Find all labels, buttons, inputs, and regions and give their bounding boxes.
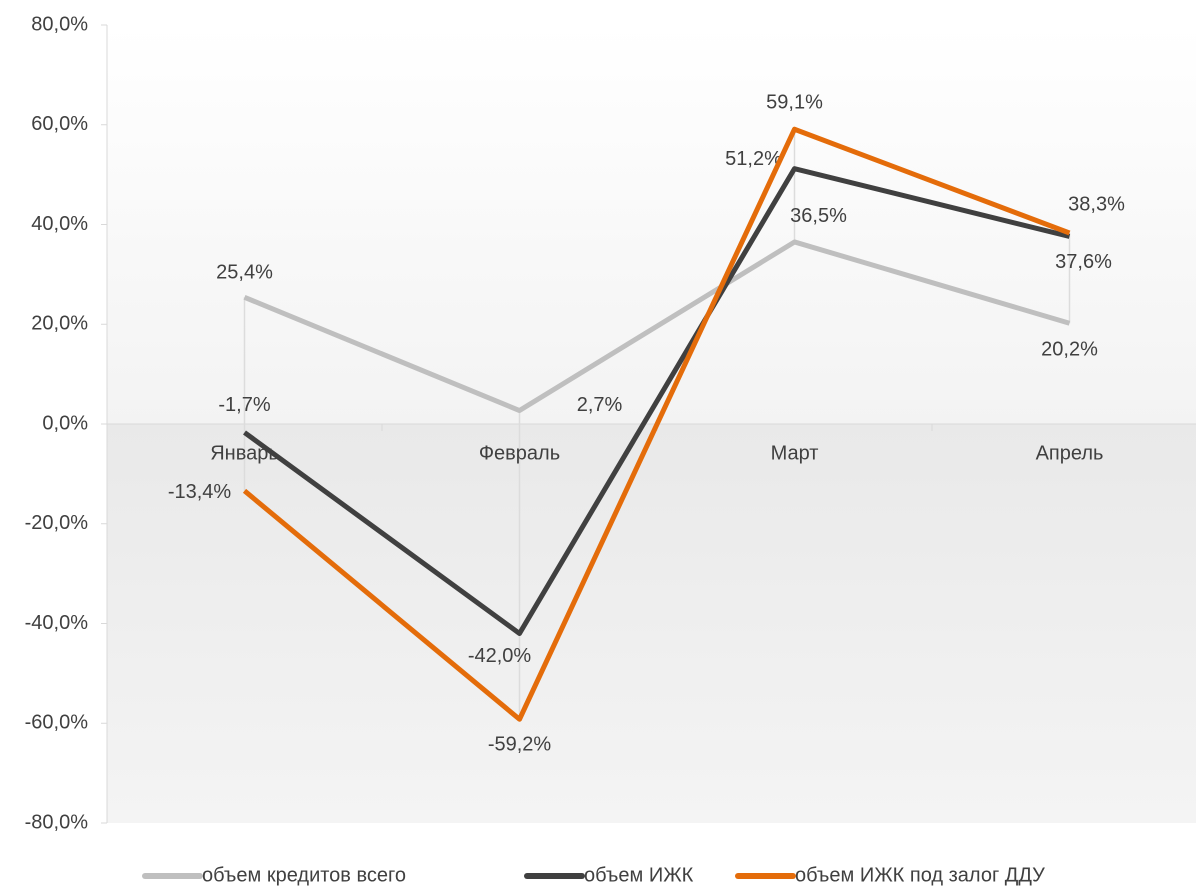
data-label: 59,1%: [766, 92, 823, 114]
data-label: 2,7%: [577, 394, 623, 416]
y-tick-label: -80,0%: [25, 811, 89, 833]
x-tick-label: Март: [771, 442, 819, 464]
data-label: 51,2%: [725, 148, 782, 170]
series-line: [243, 239, 1071, 414]
y-tick-label: 20,0%: [31, 313, 88, 335]
plot-bg-bottom: [107, 424, 1196, 823]
y-tick-label: 80,0%: [31, 13, 88, 35]
data-label: -1,7%: [218, 394, 270, 416]
series-line: [243, 166, 1071, 636]
y-tick-label: -20,0%: [25, 512, 89, 534]
legend-label: объем кредитов всего: [202, 864, 406, 886]
y-tick-label: 0,0%: [42, 412, 88, 434]
legend-label: объем ИЖК под залог ДДУ: [795, 864, 1045, 886]
series-line: [242, 126, 1071, 722]
y-tick-label: -60,0%: [25, 712, 89, 734]
data-label: 20,2%: [1041, 339, 1098, 361]
data-label: 37,6%: [1055, 251, 1112, 273]
x-tick-label: Февраль: [479, 442, 560, 464]
y-tick-label: 60,0%: [31, 113, 88, 135]
data-label: -42,0%: [468, 645, 532, 667]
y-tick-label: -40,0%: [25, 612, 89, 634]
y-tick-label: 40,0%: [31, 213, 88, 235]
data-label: 36,5%: [790, 205, 847, 227]
data-label: 38,3%: [1068, 193, 1125, 215]
x-tick-label: Январь: [210, 442, 279, 464]
data-label: -59,2%: [488, 734, 552, 756]
data-label: -13,4%: [168, 481, 232, 503]
plot-bg-top: [107, 25, 1196, 424]
legend-label: объем ИЖК: [584, 864, 694, 886]
data-label: 25,4%: [216, 262, 273, 284]
x-tick-label: Апрель: [1036, 442, 1104, 464]
